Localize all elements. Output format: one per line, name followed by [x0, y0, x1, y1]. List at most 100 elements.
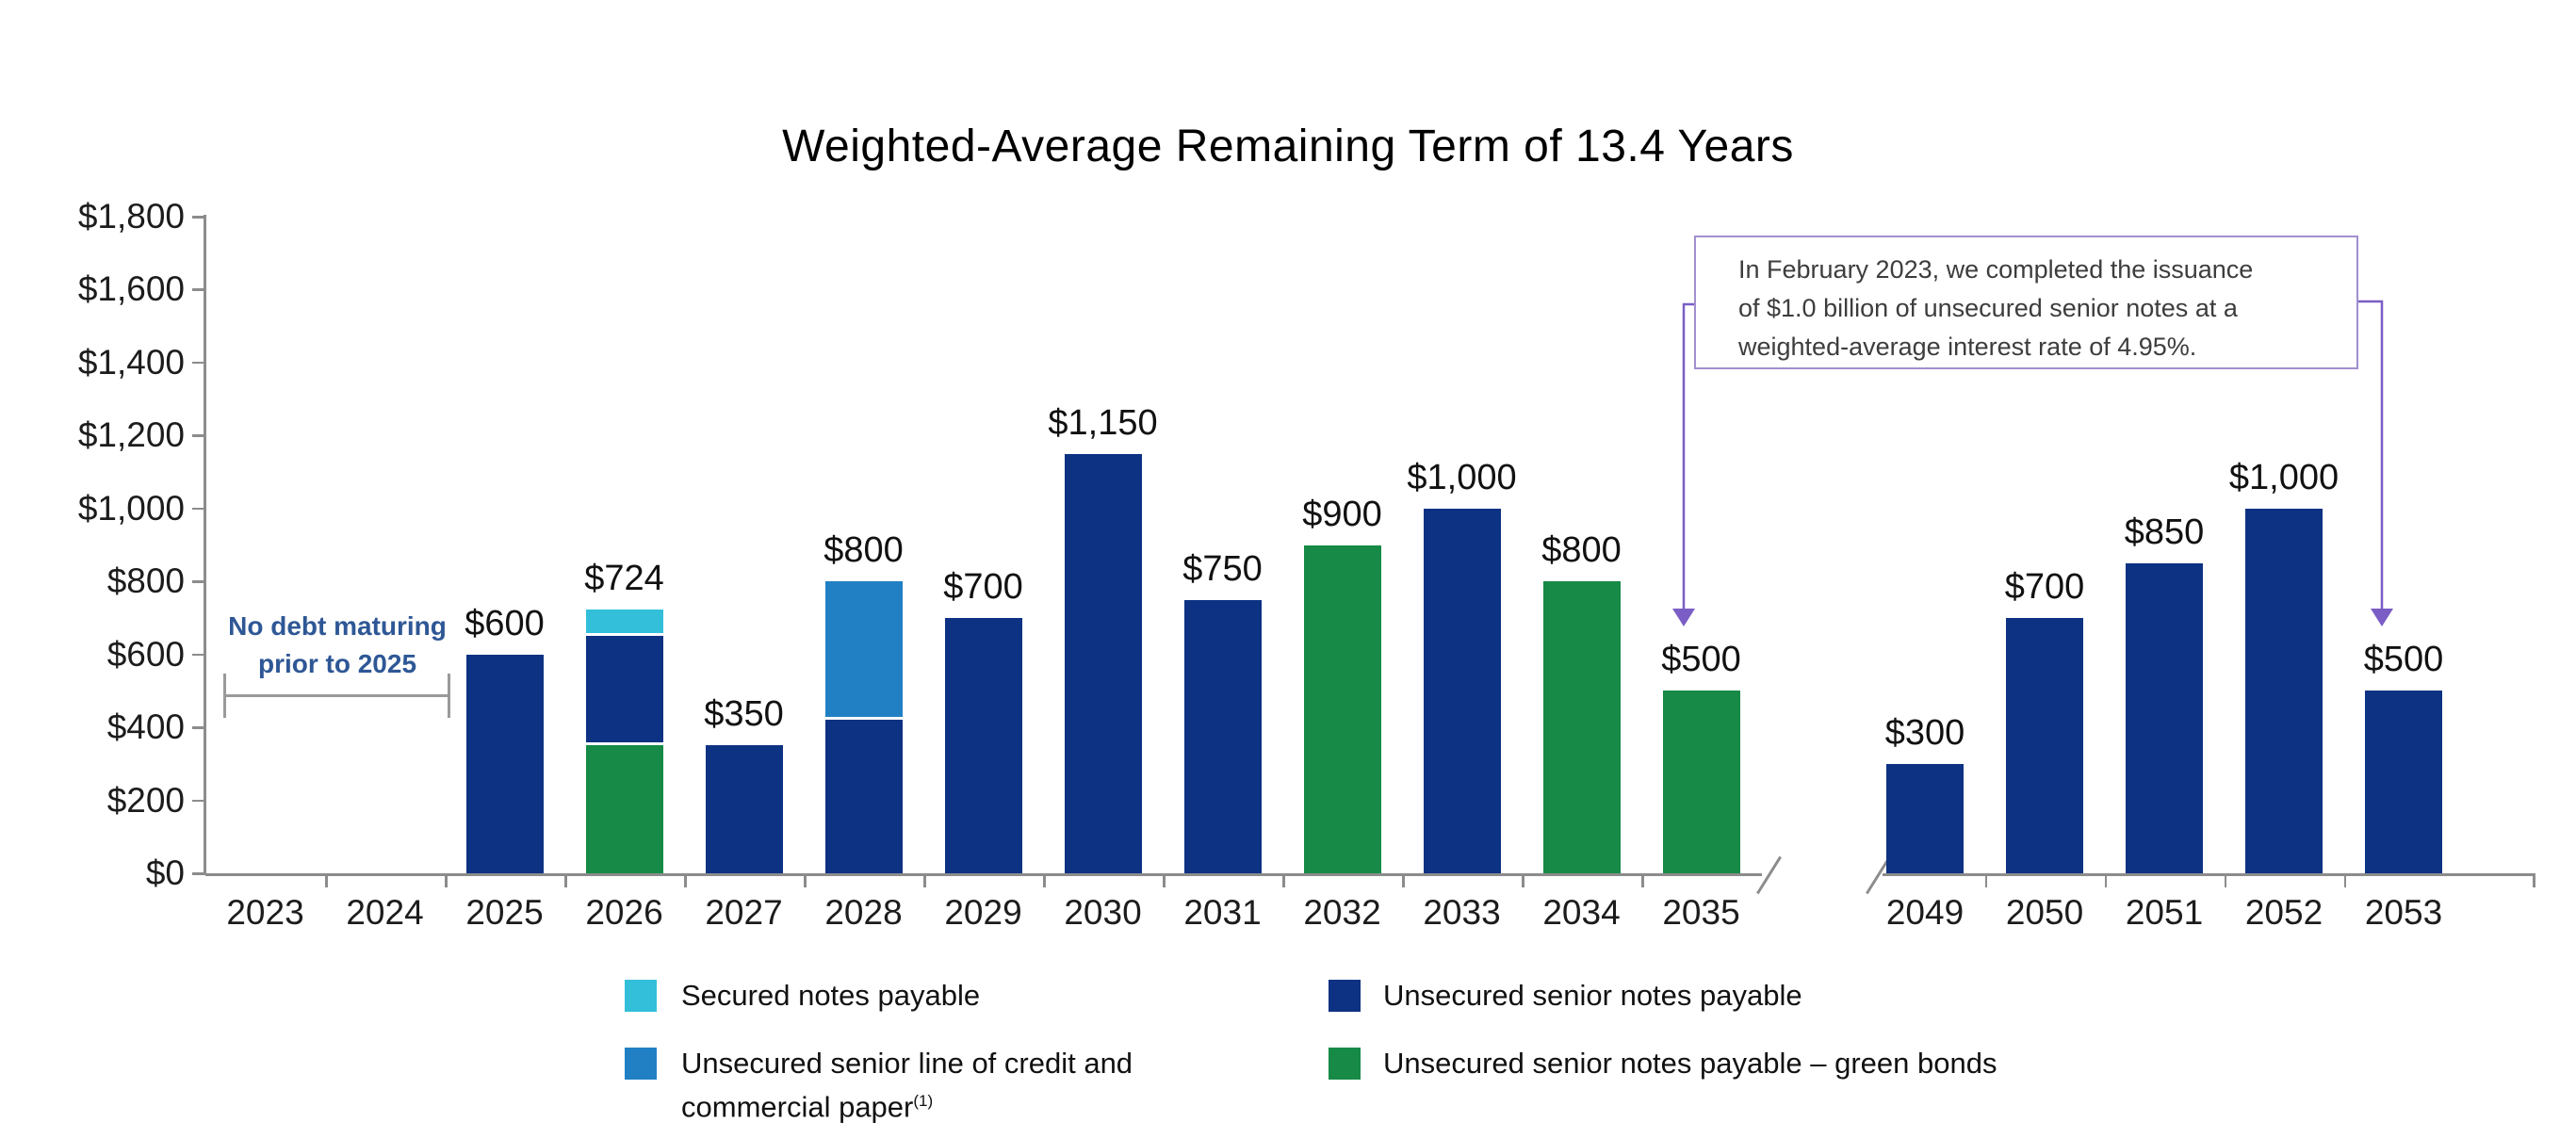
- y-tick-label: $200: [106, 780, 185, 820]
- annotation-line2: of $1.0 billion of unsecured senior note…: [1738, 294, 2238, 322]
- y-tick-label: $1,200: [77, 415, 185, 455]
- legend-label-secured-notes: Secured notes payable: [681, 979, 981, 1012]
- bar-segment-2026-navy: [585, 636, 663, 746]
- bar-segment-2030-navy: [1064, 453, 1142, 873]
- annotation-box: In February 2023, we completed the issua…: [1694, 236, 2358, 369]
- bar-value-label: $500: [2363, 640, 2444, 680]
- bar-value-label: $1,000: [2228, 457, 2340, 497]
- year-label: 2032: [1303, 893, 1381, 932]
- bar-segment-2035-green: [1662, 691, 1740, 873]
- bar-segment-2028-blue: [824, 581, 903, 721]
- year-label: 2031: [1183, 893, 1262, 932]
- y-tick: [192, 799, 204, 803]
- bar-value-label: $1,150: [1048, 402, 1158, 443]
- bar-value-label: $350: [704, 694, 784, 735]
- y-tick-label: $1,600: [77, 269, 185, 309]
- legend-swatch-green-bonds: [1329, 1048, 1361, 1080]
- year-label: 2023: [226, 893, 304, 932]
- y-tick: [192, 288, 204, 291]
- bar-value-label: $800: [823, 530, 904, 571]
- no-debt-note: No debt maturing prior to 2025: [215, 608, 460, 683]
- y-tick-label: $800: [106, 561, 185, 601]
- annotation-line3: weighted-average interest rate of 4.95%.: [1738, 333, 2197, 361]
- year-label: 2033: [1423, 893, 1501, 932]
- y-tick: [192, 434, 204, 437]
- x-axis-line-right: [1883, 873, 2535, 876]
- x-tick: [445, 873, 448, 887]
- bar-value-label: $700: [2004, 566, 2085, 607]
- year-label: 2051: [2125, 893, 2204, 932]
- bar-segment-2025-navy: [465, 654, 544, 873]
- year-label: 2024: [346, 893, 424, 932]
- x-tick: [923, 873, 926, 887]
- x-tick: [804, 873, 807, 887]
- bar-value-label: $1,000: [1407, 457, 1517, 497]
- x-axis-line-left: [205, 873, 1762, 876]
- year-label: 2053: [2364, 893, 2443, 932]
- legend-swatch-secured-notes: [625, 980, 657, 1012]
- y-tick-label: $0: [145, 854, 185, 892]
- legend-label-line-of-credit: Unsecured senior line of credit and comm…: [681, 1045, 1133, 1126]
- year-label: 2029: [944, 893, 1022, 932]
- bar-segment-2033-navy: [1423, 508, 1501, 873]
- bar-value-label: $850: [2124, 512, 2205, 552]
- x-tick: [1641, 873, 1644, 887]
- legend-label-line-of-credit-line1: Unsecured senior line of credit and: [681, 1047, 1133, 1080]
- arrow-right-line: [2358, 300, 2384, 609]
- y-tick: [192, 872, 204, 875]
- no-debt-note-line2: prior to 2025: [257, 649, 417, 678]
- bar-value-label: $600: [465, 603, 545, 643]
- year-label: 2030: [1064, 893, 1142, 932]
- bar-segment-2050-navy: [2006, 617, 2083, 873]
- bar-segment-2027-navy: [705, 745, 783, 873]
- x-tick: [1282, 873, 1285, 887]
- x-tick: [2343, 873, 2346, 887]
- y-axis-line: [204, 215, 206, 875]
- no-debt-note-line1: No debt maturing: [228, 611, 447, 641]
- bar-segment-2026-cyan: [585, 609, 663, 637]
- x-tick: [2533, 873, 2535, 887]
- y-tick: [192, 653, 204, 657]
- bar-value-label: $700: [943, 566, 1023, 607]
- x-tick: [2224, 873, 2226, 887]
- bar-segment-2049-navy: [1886, 763, 1964, 873]
- year-label: 2049: [1885, 893, 1965, 932]
- x-tick: [1402, 873, 1405, 887]
- bar-segment-2029-navy: [944, 617, 1022, 873]
- year-label: 2025: [465, 893, 544, 932]
- legend-swatch-line-of-credit: [625, 1048, 657, 1080]
- bar-segment-2031-navy: [1183, 599, 1262, 873]
- y-tick: [192, 507, 204, 511]
- x-tick: [1043, 873, 1046, 887]
- y-tick-label: $600: [106, 634, 185, 674]
- chart-title: Weighted-Average Remaining Term of 13.4 …: [782, 122, 1794, 171]
- bar-value-label: $800: [1541, 530, 1622, 571]
- bar-value-label: $500: [1661, 640, 1741, 680]
- legend-label-green-bonds: Unsecured senior notes payable – green b…: [1383, 1047, 1997, 1080]
- arrow-down-icon: [1672, 609, 1695, 626]
- y-tick: [192, 726, 204, 729]
- year-label: 2034: [1542, 893, 1621, 932]
- note-bracket-left-cap: [223, 674, 226, 718]
- bar-segment-2034-green: [1542, 581, 1621, 873]
- bar-segment-2052-navy: [2245, 508, 2323, 873]
- year-label: 2050: [2005, 893, 2084, 932]
- bar-segment-2051-navy: [2126, 562, 2203, 873]
- x-tick: [1163, 873, 1166, 887]
- y-tick-label: $1,000: [77, 488, 185, 528]
- x-tick: [2104, 873, 2107, 887]
- x-tick: [1522, 873, 1524, 887]
- y-tick-label: $1,400: [77, 342, 185, 382]
- legend-label-line-of-credit-line2: commercial paper: [681, 1090, 914, 1124]
- bar-segment-2053-navy: [2365, 691, 2442, 873]
- year-label: 2028: [824, 893, 903, 932]
- x-tick: [564, 873, 567, 887]
- y-tick: [192, 361, 204, 365]
- legend-footnote-marker: (1): [913, 1092, 934, 1110]
- year-label: 2026: [585, 893, 663, 932]
- bar-segment-2026-green: [585, 745, 663, 873]
- legend-label-unsecured-senior-notes: Unsecured senior notes payable: [1383, 979, 1802, 1012]
- bar-value-label: $724: [584, 558, 664, 598]
- y-tick-label: $400: [106, 707, 185, 747]
